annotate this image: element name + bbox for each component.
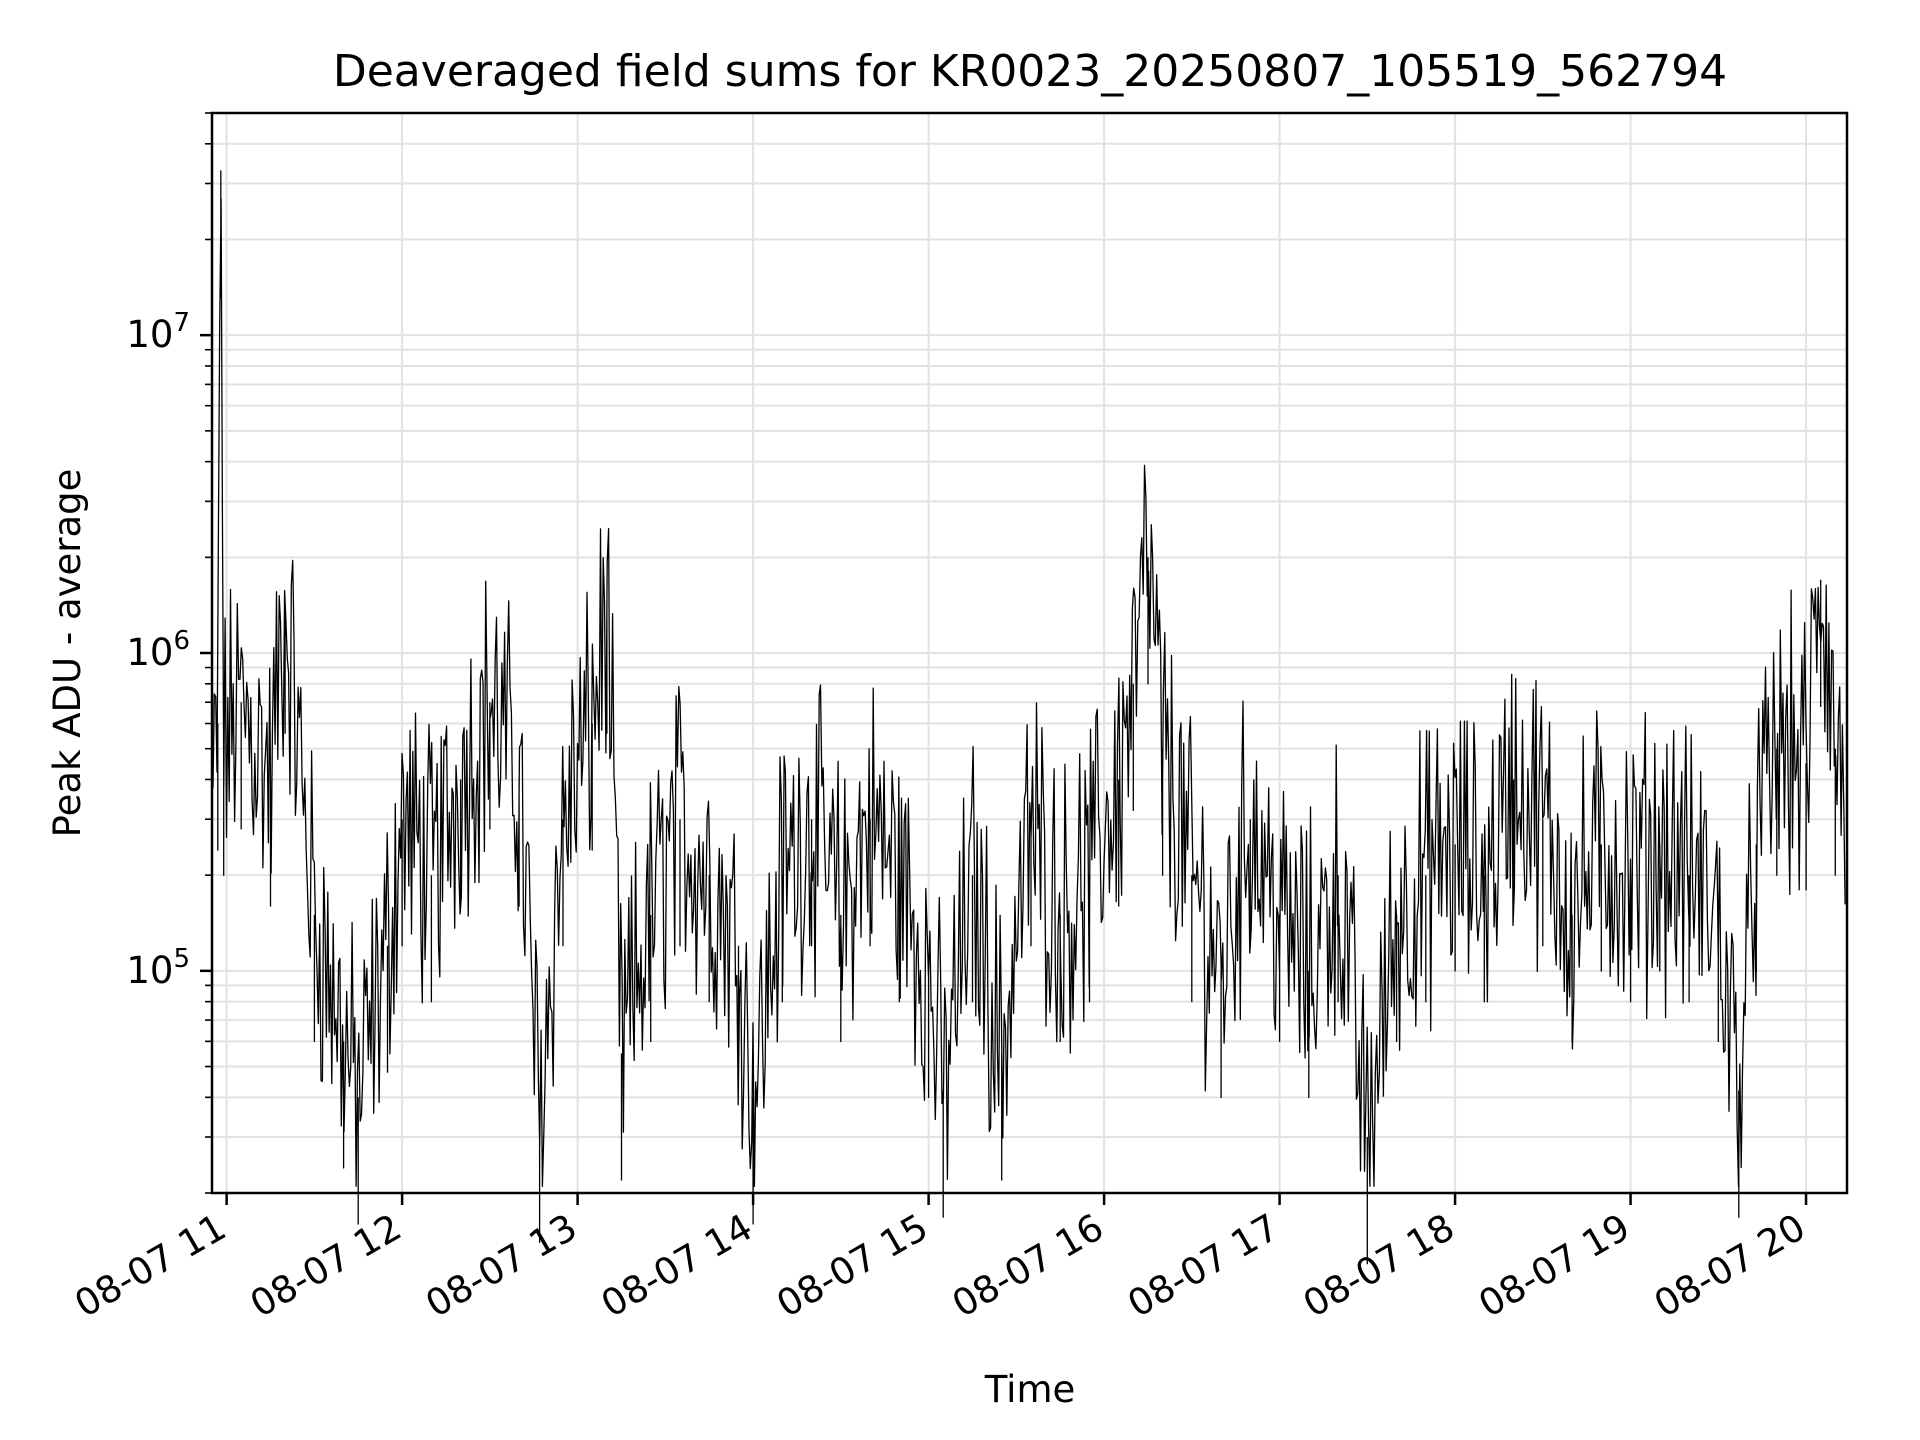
x-tick-label: 08-07 12 [243,1206,409,1326]
y-tick-label: 106 [126,626,190,674]
x-tick-label: 08-07 20 [1647,1206,1813,1326]
x-tick-label: 08-07 18 [1296,1206,1462,1326]
x-tick-label: 08-07 13 [419,1206,585,1326]
x-tick-label: 08-07 11 [68,1206,234,1326]
series-line [211,170,1848,1265]
x-tick-label: 08-07 19 [1471,1206,1637,1326]
y-tick-label: 105 [126,944,190,992]
x-tick-label: 08-07 16 [945,1206,1111,1326]
x-tick-label: 08-07 14 [594,1206,760,1326]
y-tick-label: 107 [126,308,190,356]
x-tick-label: 08-07 17 [1121,1206,1287,1326]
chart-title: Deaveraged field sums for KR0023_2025080… [333,46,1727,97]
x-axis-label: Time [984,1368,1076,1411]
y-axis-label: Peak ADU - average [46,469,89,838]
grid [212,112,1847,1194]
x-tick-label: 08-07 15 [770,1206,936,1326]
